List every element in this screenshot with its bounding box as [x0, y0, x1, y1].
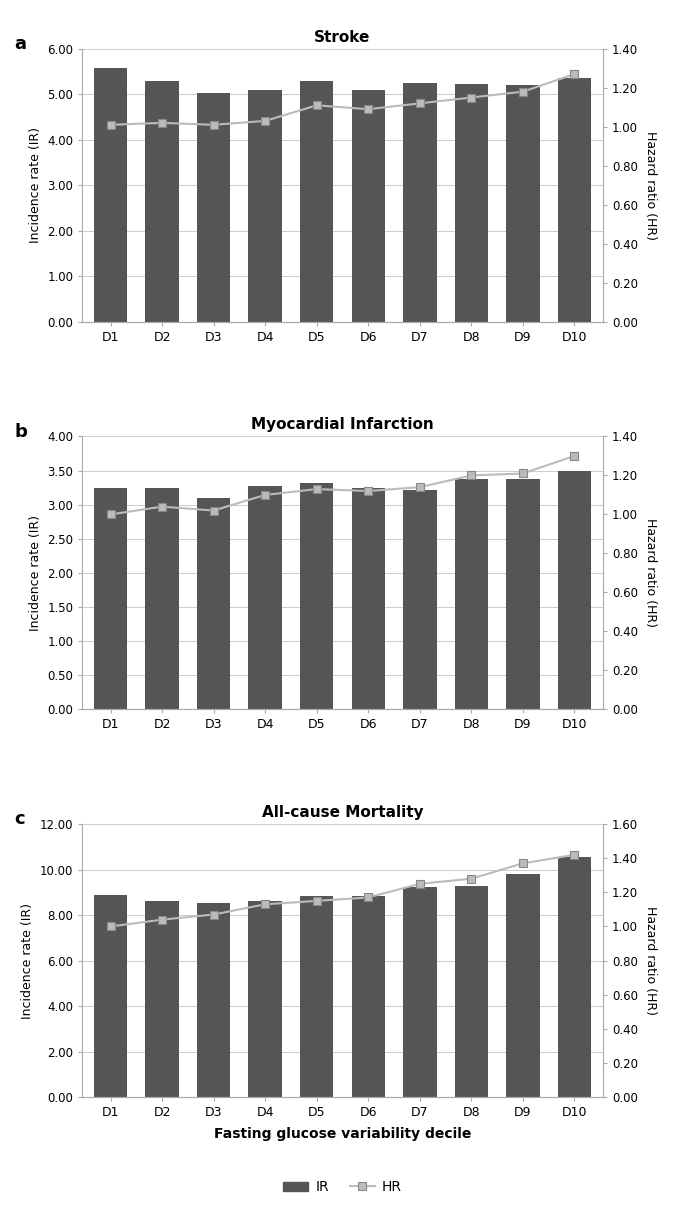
Bar	[249, 485, 282, 709]
Bar	[145, 80, 179, 322]
Bar	[455, 479, 488, 709]
Bar	[403, 490, 436, 709]
Bar	[249, 901, 282, 1097]
Bar	[351, 896, 385, 1097]
Y-axis label: Incidence rate (IR): Incidence rate (IR)	[29, 514, 42, 631]
Bar	[300, 483, 334, 709]
Text: a: a	[14, 35, 27, 54]
Bar	[351, 90, 385, 322]
Bar	[145, 901, 179, 1097]
Bar	[351, 488, 385, 709]
Title: Stroke: Stroke	[314, 29, 371, 45]
Bar	[94, 895, 127, 1097]
Y-axis label: Hazard ratio (HR): Hazard ratio (HR)	[645, 518, 658, 628]
Bar	[94, 488, 127, 709]
Bar	[300, 896, 334, 1097]
Bar	[197, 902, 230, 1097]
Bar	[249, 90, 282, 322]
Bar	[455, 886, 488, 1097]
Bar	[197, 93, 230, 322]
Title: Myocardial Infarction: Myocardial Infarction	[251, 417, 434, 433]
Bar	[145, 488, 179, 709]
Y-axis label: Incidence rate (IR): Incidence rate (IR)	[29, 127, 42, 244]
Text: c: c	[14, 811, 25, 829]
Bar	[197, 497, 230, 709]
Bar	[506, 85, 540, 322]
Title: All-cause Mortality: All-cause Mortality	[262, 806, 423, 820]
Bar	[403, 83, 436, 322]
X-axis label: Fasting glucose variability decile: Fasting glucose variability decile	[214, 1128, 471, 1141]
Bar	[403, 886, 436, 1097]
Y-axis label: Hazard ratio (HR): Hazard ratio (HR)	[645, 130, 658, 240]
Legend: IR, HR: IR, HR	[278, 1175, 407, 1199]
Y-axis label: Incidence rate (IR): Incidence rate (IR)	[21, 902, 34, 1019]
Bar	[455, 84, 488, 322]
Text: b: b	[14, 423, 27, 441]
Bar	[558, 78, 591, 322]
Bar	[300, 80, 334, 322]
Bar	[558, 857, 591, 1097]
Bar	[94, 68, 127, 322]
Bar	[558, 471, 591, 709]
Bar	[506, 874, 540, 1097]
Y-axis label: Hazard ratio (HR): Hazard ratio (HR)	[645, 906, 658, 1015]
Bar	[506, 479, 540, 709]
